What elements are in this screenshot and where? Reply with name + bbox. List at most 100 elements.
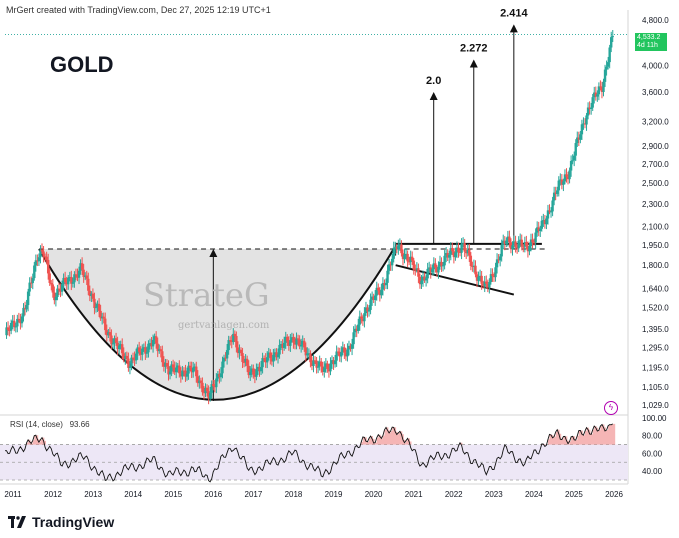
candle-body xyxy=(202,392,206,394)
candle-body xyxy=(500,244,503,257)
candle-body xyxy=(216,373,220,379)
candle-body xyxy=(193,366,196,368)
candle-body xyxy=(224,357,227,359)
candle-body xyxy=(593,92,596,98)
candle-body xyxy=(244,358,247,363)
candle-body xyxy=(144,347,147,354)
candle-body xyxy=(429,267,432,273)
watermark-brand: StrateG xyxy=(143,276,270,314)
candle-body xyxy=(182,370,186,372)
candle-body xyxy=(534,232,537,243)
candle-body xyxy=(253,374,257,377)
candle-body xyxy=(320,361,323,367)
candle-body xyxy=(150,343,153,347)
y-tick-label: 1,195.0 xyxy=(642,363,669,372)
candle-body xyxy=(512,241,516,246)
candle-body xyxy=(529,239,533,246)
cup-curve xyxy=(38,248,395,401)
candle-body xyxy=(179,373,183,377)
alert-icon[interactable]: ϟ xyxy=(604,401,618,415)
candle-body xyxy=(187,365,190,374)
y-tick-label: 1,105.0 xyxy=(642,383,669,392)
candle-body xyxy=(212,384,215,387)
candle-body xyxy=(267,352,270,358)
candle-body xyxy=(571,160,574,162)
candle-body xyxy=(528,245,531,252)
candle-body xyxy=(117,345,121,350)
candle-body xyxy=(523,242,527,247)
candle-body xyxy=(6,327,10,330)
candle-body xyxy=(492,275,496,278)
candle-body xyxy=(441,265,445,267)
candle-body xyxy=(5,327,8,336)
candle-body xyxy=(281,344,284,348)
candle-body xyxy=(370,296,374,300)
candle-body xyxy=(26,291,30,306)
candle-body xyxy=(242,362,246,364)
last-price: 4,533.2 xyxy=(637,34,661,41)
candle-body xyxy=(579,134,582,140)
candle-body xyxy=(207,391,210,399)
candle-body xyxy=(603,69,607,82)
candle-body xyxy=(23,307,27,310)
candle-body xyxy=(460,243,463,253)
candle-body xyxy=(151,339,155,347)
candle-body xyxy=(374,295,377,300)
candle-body xyxy=(412,260,415,270)
candle-body xyxy=(70,276,73,284)
candle-body xyxy=(218,373,221,378)
candle-body xyxy=(332,360,335,365)
candle-body xyxy=(409,256,412,263)
candle-body xyxy=(454,252,457,258)
candle-body xyxy=(353,328,357,333)
candle-body xyxy=(398,244,402,246)
candle-body xyxy=(545,218,548,225)
candle-body xyxy=(275,352,278,358)
candle-body xyxy=(397,245,400,250)
candle-body xyxy=(270,358,274,362)
candle-body xyxy=(596,94,599,97)
candle-body xyxy=(475,274,479,281)
candle-body xyxy=(610,37,613,48)
candle-body xyxy=(127,358,130,368)
candle-body xyxy=(386,270,389,283)
candle-body xyxy=(481,283,485,286)
tradingview-logo-icon xyxy=(8,516,26,528)
candle-body xyxy=(232,333,235,343)
candle-body xyxy=(261,357,264,368)
y-tick-label: 1,950.0 xyxy=(642,241,669,250)
candle-body xyxy=(401,253,405,260)
candle-body xyxy=(539,228,542,232)
candle-body xyxy=(110,335,113,345)
candle-body xyxy=(34,260,38,266)
candle-body xyxy=(520,239,523,247)
candle-body xyxy=(210,384,213,393)
rsi-line xyxy=(5,423,614,483)
candle-body xyxy=(390,258,394,266)
candle-body xyxy=(452,251,456,258)
candle-body xyxy=(580,124,584,135)
candle-body xyxy=(392,247,395,259)
candle-body xyxy=(168,371,172,375)
candle-body xyxy=(338,351,341,357)
candle-body xyxy=(48,273,51,283)
candle-body xyxy=(57,288,61,290)
candle-body xyxy=(153,336,156,340)
candle-body xyxy=(147,343,150,353)
candle-body xyxy=(158,349,161,352)
candle-body xyxy=(190,367,193,373)
candle-body xyxy=(293,342,297,345)
candle-body xyxy=(107,332,110,336)
candle-body xyxy=(443,255,446,266)
candle-body xyxy=(548,210,551,212)
candle-body xyxy=(122,353,125,359)
candle-body xyxy=(506,236,510,241)
candle-body xyxy=(363,313,366,322)
candle-body xyxy=(256,366,260,370)
y-tick-label: 1,395.0 xyxy=(642,325,669,334)
candle-body xyxy=(227,340,230,351)
candle-body xyxy=(591,97,594,108)
y-tick-label: 2,300.0 xyxy=(642,200,669,209)
candle-body xyxy=(145,352,149,354)
candle-body xyxy=(295,338,298,345)
